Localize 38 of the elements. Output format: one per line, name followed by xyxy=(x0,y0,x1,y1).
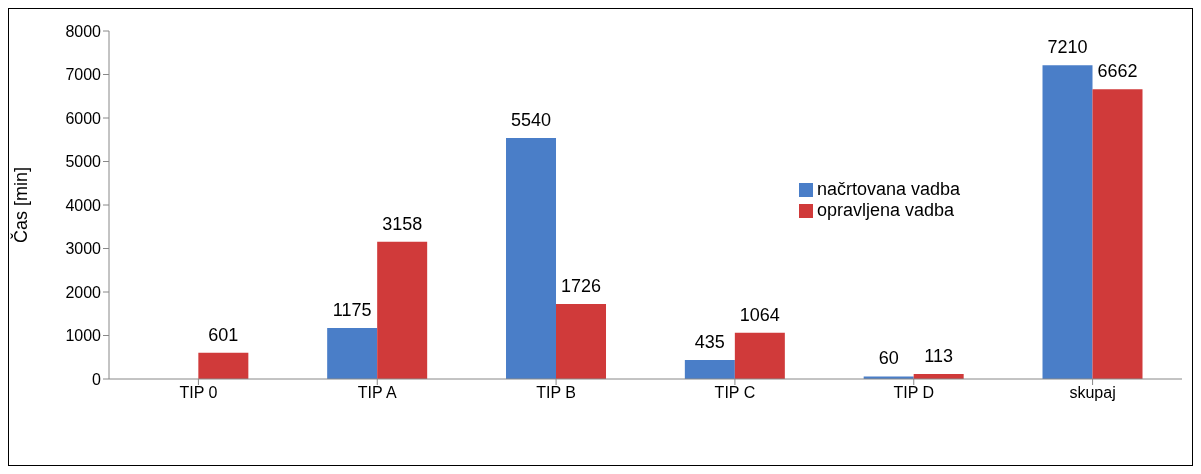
y-axis-title: Čas [min] xyxy=(10,166,32,244)
bar xyxy=(684,360,735,379)
data-label: 7210 xyxy=(1047,37,1088,58)
data-label: 1064 xyxy=(739,304,780,325)
x-tick-label: TIP C xyxy=(714,384,756,402)
x-tick-label: skupaj xyxy=(1069,384,1116,402)
x-tick-label: TIP B xyxy=(536,384,576,402)
bar xyxy=(1092,89,1143,379)
x-tick-label: TIP A xyxy=(357,384,397,402)
bar xyxy=(506,138,557,379)
data-label: 3158 xyxy=(382,213,423,234)
bar xyxy=(327,327,378,379)
y-tick-label: 4000 xyxy=(65,196,102,214)
y-tick-label: 6000 xyxy=(65,109,102,127)
bar xyxy=(377,241,428,379)
x-tick-label: TIP D xyxy=(893,384,935,402)
data-label: 435 xyxy=(694,332,725,353)
bar xyxy=(556,303,607,379)
y-tick-label: 2000 xyxy=(65,283,102,301)
y-tick-label: 0 xyxy=(92,370,102,388)
x-tick-label: TIP 0 xyxy=(179,384,218,402)
bar xyxy=(1042,65,1093,379)
data-label: 601 xyxy=(208,324,239,345)
data-label: 60 xyxy=(878,348,899,369)
y-tick-label: 5000 xyxy=(65,153,102,171)
bar xyxy=(734,332,785,379)
y-tick-label: 7000 xyxy=(65,66,102,84)
data-label: 5540 xyxy=(510,110,552,131)
legend-label: načrtovana vadba xyxy=(817,179,961,199)
bar xyxy=(198,352,249,379)
legend-label: opravljena vadba xyxy=(817,200,955,220)
data-label: 1726 xyxy=(560,275,602,296)
y-tick-label: 8000 xyxy=(65,22,102,40)
y-tick-label: 3000 xyxy=(65,240,102,258)
data-label: 6662 xyxy=(1097,61,1138,82)
y-tick-label: 1000 xyxy=(65,327,102,345)
data-label: 113 xyxy=(924,346,954,367)
data-label: 1175 xyxy=(332,299,372,320)
